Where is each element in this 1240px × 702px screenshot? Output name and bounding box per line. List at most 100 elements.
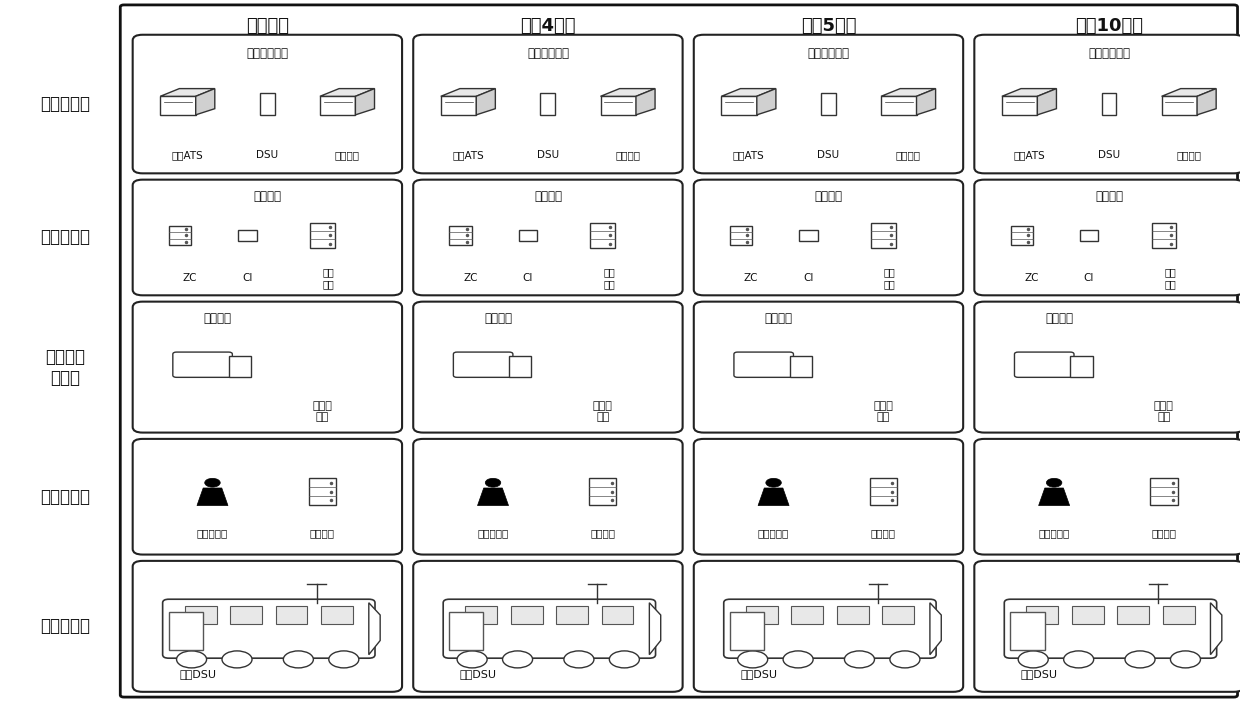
FancyBboxPatch shape [162, 600, 374, 658]
FancyBboxPatch shape [465, 606, 497, 625]
Text: 车载DSU: 车载DSU [179, 668, 216, 679]
FancyBboxPatch shape [1152, 223, 1177, 248]
Text: 控制中心层: 控制中心层 [40, 95, 91, 113]
FancyBboxPatch shape [1004, 600, 1216, 658]
Text: 轨旁设备: 轨旁设备 [203, 312, 232, 325]
Text: 轨旁设备: 轨旁设备 [1045, 312, 1073, 325]
Polygon shape [1162, 88, 1216, 96]
FancyBboxPatch shape [694, 302, 963, 432]
Circle shape [784, 651, 813, 668]
Circle shape [485, 478, 501, 487]
Text: 车载DSU: 车载DSU [740, 668, 777, 679]
Text: 仿真车辆: 仿真车辆 [1152, 529, 1177, 538]
Text: 轨旁设备: 轨旁设备 [484, 312, 512, 325]
Text: 仿真驾驶台: 仿真驾驶台 [758, 529, 789, 538]
Text: ZC: ZC [744, 274, 759, 284]
FancyBboxPatch shape [510, 357, 532, 378]
Text: DSU: DSU [817, 150, 839, 160]
Text: DSU: DSU [537, 150, 559, 160]
Polygon shape [1038, 88, 1056, 115]
Polygon shape [882, 96, 916, 115]
FancyBboxPatch shape [413, 302, 682, 432]
Text: 仿真驾驶台: 仿真驾驶台 [477, 529, 508, 538]
Polygon shape [758, 488, 789, 505]
Circle shape [222, 651, 252, 668]
FancyBboxPatch shape [1070, 357, 1092, 378]
FancyBboxPatch shape [694, 561, 963, 692]
Text: CI: CI [1084, 274, 1094, 284]
Polygon shape [636, 88, 655, 115]
Text: 仿真
设备: 仿真 设备 [322, 267, 335, 289]
Text: 轨旁设备
仿真层: 轨旁设备 仿真层 [45, 347, 86, 387]
FancyBboxPatch shape [511, 606, 543, 625]
FancyBboxPatch shape [1011, 612, 1044, 650]
Text: 车载DSU: 车载DSU [1021, 668, 1058, 679]
Text: 重庆5号线: 重庆5号线 [801, 18, 857, 35]
Polygon shape [600, 96, 636, 115]
Polygon shape [368, 603, 381, 655]
FancyBboxPatch shape [309, 478, 336, 505]
Text: 仿真驾驶台: 仿真驾驶台 [1038, 529, 1070, 538]
FancyBboxPatch shape [133, 561, 402, 692]
Polygon shape [440, 96, 476, 115]
Text: 控制中心设备: 控制中心设备 [527, 46, 569, 60]
FancyBboxPatch shape [185, 606, 217, 625]
FancyBboxPatch shape [169, 612, 203, 650]
Text: 中心ATS: 中心ATS [453, 150, 484, 160]
Polygon shape [1162, 96, 1197, 115]
FancyBboxPatch shape [694, 34, 963, 173]
Polygon shape [882, 88, 936, 96]
Polygon shape [1002, 96, 1038, 115]
FancyBboxPatch shape [1117, 606, 1149, 625]
Text: 仿真
设备: 仿真 设备 [1164, 267, 1176, 289]
Polygon shape [756, 88, 776, 115]
Text: DSU: DSU [1097, 150, 1120, 160]
Circle shape [176, 651, 207, 668]
Text: 仿真
设备: 仿真 设备 [603, 267, 615, 289]
FancyBboxPatch shape [975, 180, 1240, 296]
FancyBboxPatch shape [694, 439, 963, 555]
FancyBboxPatch shape [589, 478, 616, 505]
Polygon shape [197, 488, 228, 505]
Text: 仿真车辆: 仿真车辆 [870, 529, 895, 538]
FancyBboxPatch shape [800, 230, 818, 241]
FancyBboxPatch shape [133, 439, 402, 555]
Text: 轨旁仿
真器: 轨旁仿 真器 [593, 401, 613, 423]
Circle shape [609, 651, 640, 668]
Text: ZC: ZC [464, 274, 477, 284]
Text: 车站设备层: 车站设备层 [40, 228, 91, 246]
Text: 轨旁设备: 轨旁设备 [765, 312, 792, 325]
Circle shape [890, 651, 920, 668]
Circle shape [564, 651, 594, 668]
Polygon shape [1002, 88, 1056, 96]
Text: 轨旁仿
真器: 轨旁仿 真器 [1154, 401, 1174, 423]
FancyBboxPatch shape [724, 600, 936, 658]
FancyBboxPatch shape [413, 561, 682, 692]
Text: 控制中心设备: 控制中心设备 [807, 46, 849, 60]
FancyBboxPatch shape [882, 606, 914, 625]
FancyBboxPatch shape [449, 612, 484, 650]
Polygon shape [600, 88, 655, 96]
FancyBboxPatch shape [238, 230, 257, 241]
Text: 车站设备: 车站设备 [534, 190, 562, 203]
FancyBboxPatch shape [275, 606, 308, 625]
FancyBboxPatch shape [413, 34, 682, 173]
FancyBboxPatch shape [734, 352, 794, 378]
FancyBboxPatch shape [120, 5, 1238, 697]
FancyBboxPatch shape [1080, 230, 1099, 241]
Text: 轨旁仿
真器: 轨旁仿 真器 [312, 401, 332, 423]
FancyBboxPatch shape [837, 606, 868, 625]
Circle shape [502, 651, 532, 668]
FancyBboxPatch shape [133, 302, 402, 432]
Text: DSU: DSU [257, 150, 279, 160]
FancyBboxPatch shape [413, 180, 682, 296]
Polygon shape [320, 96, 356, 115]
Text: 重庆10号线: 重庆10号线 [1075, 18, 1143, 35]
Text: 仿真
设备: 仿真 设备 [884, 267, 895, 289]
Polygon shape [160, 88, 215, 96]
Text: ZC: ZC [1024, 274, 1039, 284]
Polygon shape [476, 88, 495, 115]
Text: 其他设备: 其他设备 [1177, 150, 1202, 160]
FancyBboxPatch shape [321, 606, 353, 625]
FancyBboxPatch shape [169, 225, 191, 245]
